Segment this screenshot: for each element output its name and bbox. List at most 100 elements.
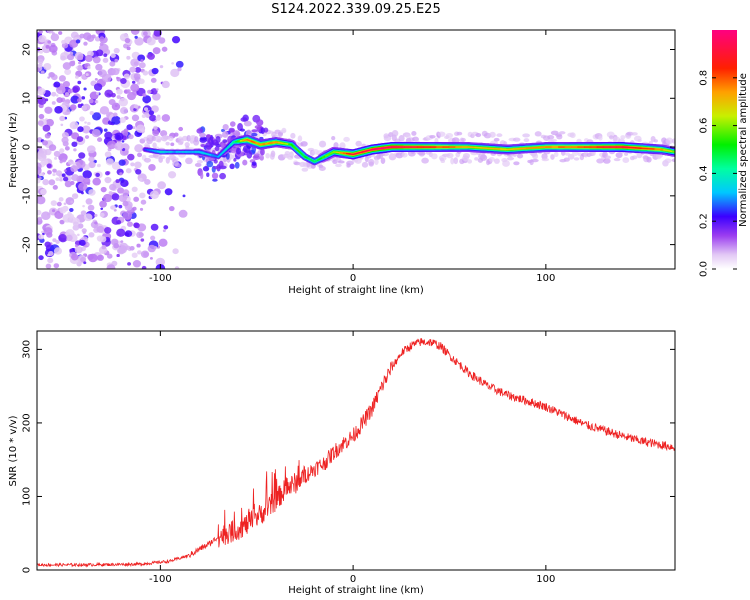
- colorbar-tick-label: 0.4: [699, 165, 710, 181]
- spectrogram-halo: [512, 137, 521, 142]
- spectrogram-halo: [401, 152, 408, 158]
- spectrogram-y-tick-label: -20: [22, 236, 33, 252]
- spectrogram-noise-blob: [178, 209, 188, 218]
- spectrogram-x-axis-label: Height of straight line (km): [288, 285, 424, 296]
- spectrogram-noise-blob: [89, 111, 94, 115]
- spectrogram-noise-blob: [120, 106, 128, 115]
- spectrogram-turbulence: [222, 130, 229, 138]
- spectrogram-noise-blob: [141, 114, 146, 119]
- spectrogram-noise-blob: [99, 212, 105, 218]
- spectrogram-noise-blob: [113, 243, 120, 249]
- spectrogram-noise-blob: [80, 256, 86, 263]
- spectrogram-noise-blob: [114, 132, 124, 141]
- spectrogram-noise-blob: [92, 177, 101, 186]
- spectrogram-noise-blob: [116, 253, 120, 258]
- spectrogram-turbulence: [233, 158, 237, 162]
- spectrogram-turbulence: [253, 153, 260, 157]
- spectrogram-noise-blob: [157, 181, 166, 190]
- spectrogram-noise-blob: [123, 73, 130, 80]
- spectrogram-noise-blob: [63, 176, 69, 182]
- spectrogram-noise-blob: [79, 33, 85, 39]
- spectrogram-noise-blob: [144, 107, 149, 111]
- spectrogram-noise-blob: [133, 104, 139, 109]
- spectrogram-noise-blob: [138, 232, 144, 238]
- spectrogram-halo: [290, 132, 296, 139]
- spectrogram-halo: [405, 134, 411, 139]
- spectrogram-noise-blob: [106, 264, 116, 269]
- spectrogram-noise-blob: [78, 239, 86, 246]
- snr-x-tick-label: -100: [149, 574, 172, 585]
- spectrogram-noise-blob: [174, 266, 180, 269]
- spectrogram-noise-blob: [155, 88, 159, 91]
- spectrogram-noise-blob: [168, 205, 175, 212]
- spectrogram-noise-blob: [134, 37, 144, 46]
- spectrogram-noise-blob: [133, 61, 139, 66]
- spectrogram-noise-blob: [72, 85, 81, 93]
- spectrogram-noise-blob: [83, 177, 91, 185]
- spectrogram-noise-blob: [75, 70, 83, 77]
- spectrogram-halo: [152, 142, 157, 149]
- spectrogram-noise-blob: [59, 219, 65, 225]
- spectrogram-halo: [637, 138, 642, 143]
- spectrogram-noise-blob: [61, 39, 66, 45]
- spectrogram-noise-blob: [103, 128, 108, 132]
- spectrogram-noise-blob: [59, 160, 63, 164]
- spectrogram-turbulence: [228, 127, 235, 133]
- spectrogram-noise-blob: [168, 171, 177, 179]
- spectrogram-noise-blob: [125, 168, 132, 174]
- spectrogram-noise-blob: [85, 198, 93, 205]
- spectrogram-noise-blob: [111, 193, 120, 201]
- spectrogram-turbulence: [211, 172, 219, 180]
- spectrogram-noise-blob: [109, 183, 117, 191]
- spectrogram-noise-blob: [158, 37, 166, 44]
- spectrogram-noise-blob: [76, 98, 82, 103]
- spectrogram-noise-blob: [46, 30, 54, 34]
- spectrogram-turbulence: [205, 141, 213, 150]
- spectrogram-noise-blob: [77, 126, 84, 133]
- spectrogram-halo: [381, 152, 390, 157]
- spectrogram-noise-blob: [135, 168, 142, 175]
- spectrogram-noise-blob: [51, 31, 55, 35]
- spectrogram-noise-blob: [38, 62, 43, 67]
- spectrogram-halo: [154, 135, 162, 143]
- spectrogram-noise-blob: [151, 67, 159, 75]
- spectrogram-noise-blob: [64, 68, 72, 76]
- spectrogram-noise-blob: [45, 263, 52, 269]
- spectrogram-turbulence: [260, 127, 265, 134]
- spectrogram-noise-blob: [83, 41, 88, 46]
- spectrogram-noise-blob: [140, 238, 145, 242]
- spectrogram-halo: [467, 159, 473, 164]
- spectrogram-noise-blob: [55, 240, 60, 244]
- spectrogram-noise-blob: [95, 172, 100, 177]
- spectrogram-halo: [374, 158, 379, 165]
- spectrogram-turbulence: [260, 148, 265, 156]
- spectrogram-noise-blob: [64, 146, 70, 151]
- spectrogram-halo: [318, 140, 327, 148]
- spectrogram-halo: [343, 136, 350, 142]
- spectrogram-noise-blob: [104, 151, 112, 158]
- spectrogram-noise-blob: [50, 33, 60, 42]
- spectrogram-noise-blob: [77, 80, 82, 85]
- spectrogram-noise-blob: [136, 250, 142, 255]
- spectrogram-noise-blob: [94, 221, 98, 225]
- spectrogram-noise-blob: [170, 68, 180, 78]
- spectrogram-noise-blob: [87, 204, 95, 211]
- spectrogram-noise-blob: [70, 95, 80, 104]
- spectrogram-noise-blob: [106, 140, 117, 150]
- spectrogram-turbulence: [229, 121, 236, 127]
- spectrogram-noise-blob: [37, 96, 47, 105]
- spectrogram-noise-blob: [177, 67, 182, 72]
- spectrogram-turbulence: [232, 130, 241, 137]
- spectrogram-noise-blob: [149, 114, 157, 122]
- spectrogram-noise-blob: [111, 68, 120, 76]
- spectrogram-noise-blob: [103, 193, 113, 203]
- colorbar-label: Normalized spectral amplitude: [738, 73, 749, 227]
- spectrogram-noise-blob: [86, 145, 96, 154]
- spectrogram-halo: [569, 132, 576, 139]
- spectrogram-noise-blob: [116, 219, 122, 225]
- spectrogram-halo: [522, 133, 530, 138]
- spectrogram-noise-blob: [126, 124, 133, 131]
- spectrogram-halo: [453, 157, 459, 165]
- spectrogram-halo: [474, 157, 479, 161]
